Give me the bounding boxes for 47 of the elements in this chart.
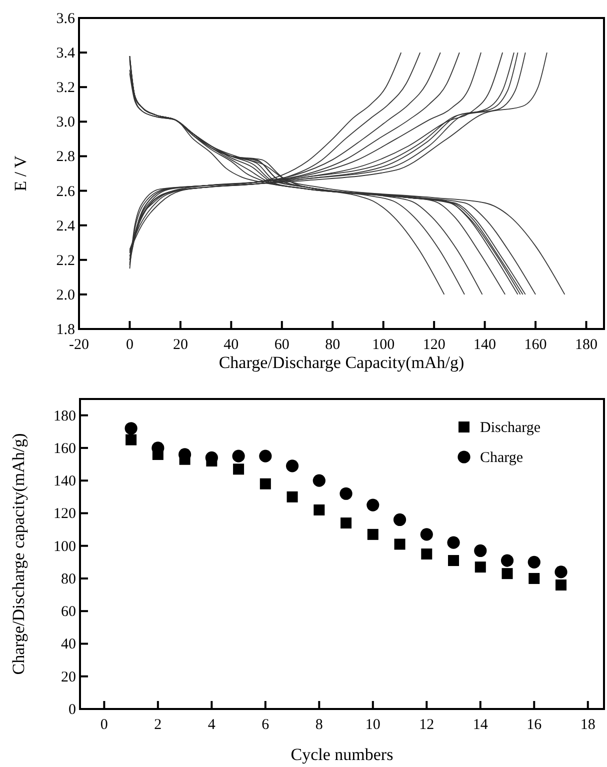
x-tick-label: 120 [422, 337, 446, 353]
x-tick-label: 80 [325, 337, 340, 353]
x-tick-label: 180 [574, 337, 598, 353]
y-tick-label: 100 [54, 538, 76, 555]
y-tick-label: 2.4 [56, 218, 76, 234]
x-tick-label: 4 [208, 717, 216, 733]
x-tick-label: 100 [372, 337, 395, 353]
x-tick-label: 18 [580, 717, 596, 733]
x-tick-label: 60 [274, 337, 290, 353]
x-tick-label: 8 [315, 717, 323, 733]
y-tick-label: 20 [61, 669, 76, 686]
x-tick-label: 40 [224, 337, 239, 353]
x-tick-label: 16 [526, 717, 542, 733]
y-tick-label: 2.2 [56, 252, 75, 269]
x-tick-label: 10 [365, 717, 380, 733]
y-tick-label: 2.0 [56, 287, 75, 304]
y-tick-label: 3.2 [56, 80, 75, 96]
y-tick-label: 60 [61, 604, 76, 620]
x-tick-label: 160 [524, 337, 547, 353]
x-axis-title: Cycle numbers [290, 745, 394, 764]
x-tick-label: 0 [100, 717, 108, 733]
x-tick-label: 140 [474, 337, 496, 353]
x-tick-label: 0 [126, 337, 134, 353]
y-tick-label: 120 [54, 506, 76, 522]
y-tick-label: 140 [54, 474, 76, 490]
y-tick-label: 1.8 [56, 322, 75, 338]
y-tick-label: 2.8 [56, 149, 75, 166]
y-axis-title: E / V [11, 154, 30, 192]
y-tick-label: 80 [61, 571, 76, 588]
y-tick-label: 40 [61, 636, 76, 653]
legend-label: Discharge [480, 420, 541, 436]
y-tick-label: 0 [68, 702, 76, 718]
x-tick-label: 2 [154, 717, 162, 733]
x-tick-label: 12 [419, 717, 434, 733]
y-tick-label: 180 [54, 408, 76, 424]
y-tick-label: 3.6 [56, 11, 76, 27]
y-tick-label: 3.4 [56, 46, 76, 62]
y-tick-label: 3.0 [56, 114, 75, 131]
y-axis-title: Charge/Discharge capacity(mAh/g) [9, 433, 28, 675]
x-tick-label: -20 [69, 337, 89, 353]
x-tick-label: 20 [172, 337, 188, 353]
legend-label: Charge [480, 450, 524, 466]
x-tick-label: 6 [262, 717, 270, 733]
y-tick-label: 2.6 [56, 184, 76, 200]
x-tick-label: 14 [472, 717, 488, 733]
y-tick-label: 160 [54, 440, 76, 457]
x-axis-title: Charge/Discharge Capacity(mAh/g) [218, 353, 464, 372]
